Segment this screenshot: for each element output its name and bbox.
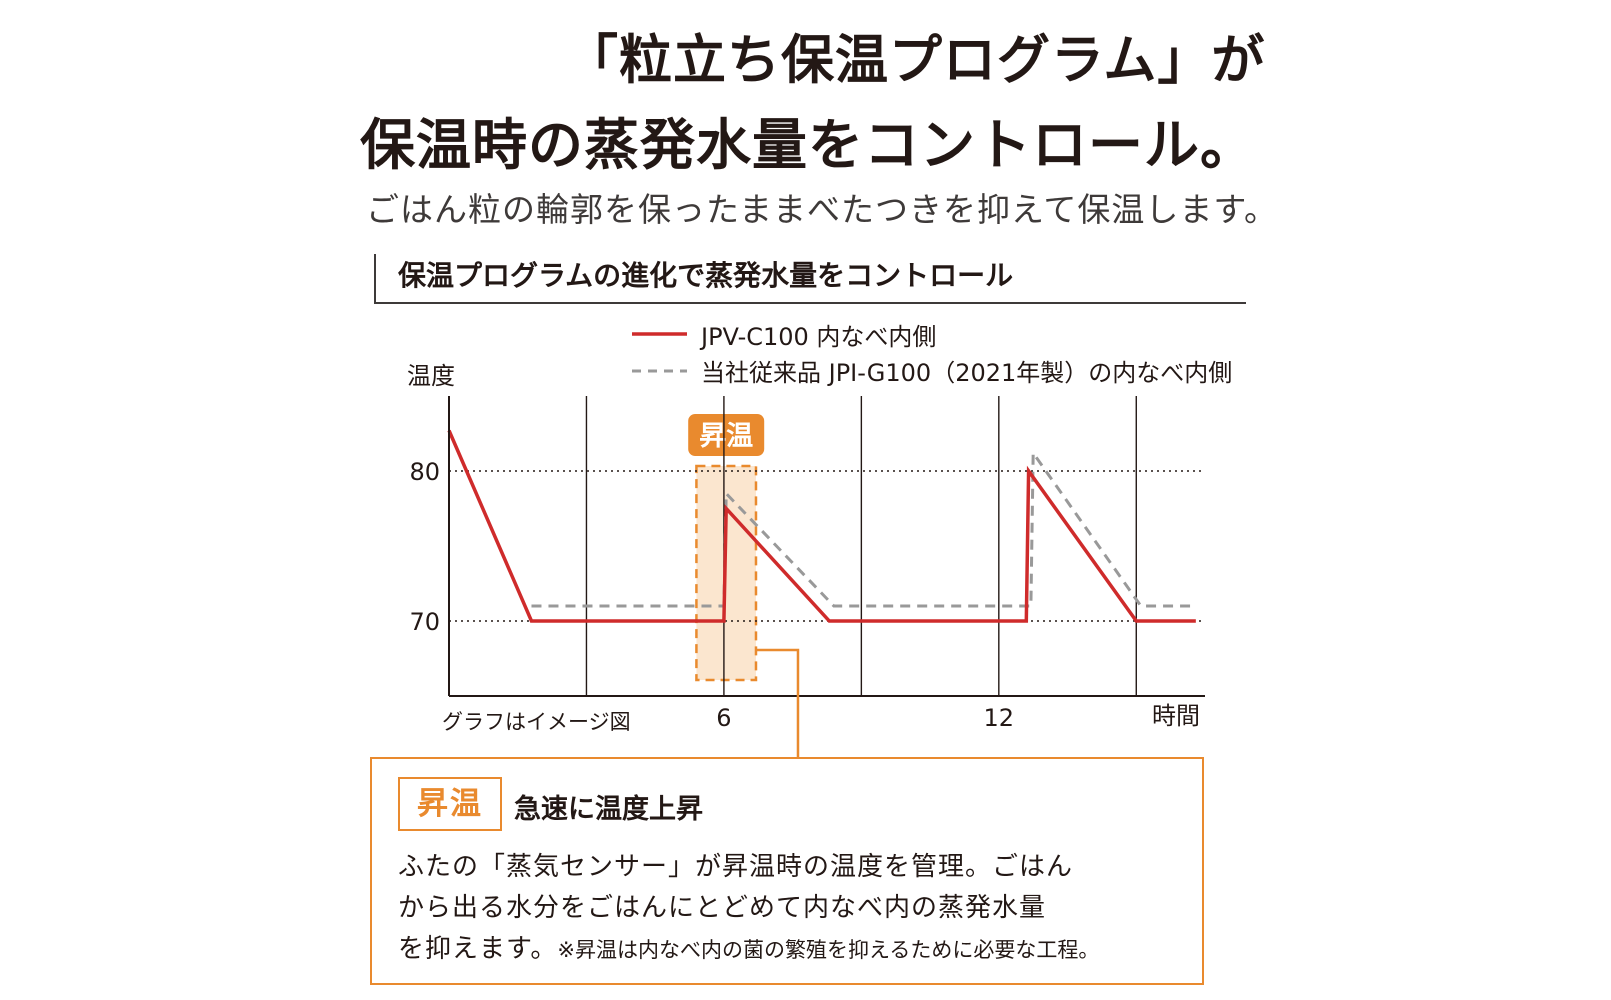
callout-note: ※昇温は内なべ内の菌の繁殖を抑えるために必要な工程。 xyxy=(557,938,1100,962)
headline-line-1: 「粒立ち保温プログラム」が xyxy=(565,29,1266,91)
x-axis-label: 時間 xyxy=(1152,702,1200,730)
callout-connector xyxy=(755,648,800,759)
axes: 70 80 6 12 xyxy=(409,396,1205,732)
y-axis-label: 温度 xyxy=(407,362,455,390)
series-line-jpv-c100 xyxy=(447,429,1196,623)
callout-badge: 昇温 xyxy=(398,777,502,831)
x-tick-label-12: 12 xyxy=(984,704,1015,732)
series-line-jpi-g100 xyxy=(531,448,1196,608)
headline-line-2: 保温時の蒸発水量をコントロール。 xyxy=(360,112,1257,177)
callout-body-line-1: ふたの「蒸気センサー」が昇温時の温度を管理。ごはん xyxy=(398,852,1074,882)
callout-body-line-3: を抑えます。 xyxy=(398,934,558,964)
section-heading-text: 保温プログラムの進化で蒸発水量をコントロール xyxy=(398,259,1014,292)
callout-body: ふたの「蒸気センサー」が昇温時の温度を管理。ごはん から出る水分をごはんにとどめ… xyxy=(398,847,1198,971)
x-tick-label-6: 6 xyxy=(716,704,731,732)
chart-note: グラフはイメージ図 xyxy=(442,710,631,734)
heating-highlight-badge: 昇温 xyxy=(688,414,765,456)
heating-badge-bg xyxy=(688,414,765,456)
series xyxy=(447,429,1196,623)
section-heading: 保温プログラムの進化で蒸発水量をコントロール xyxy=(374,254,1246,304)
callout-box: 昇温 急速に温度上昇 ふたの「蒸気センサー」が昇温時の温度を管理。ごはん から出… xyxy=(370,757,1204,985)
y-tick-label-80: 80 xyxy=(409,458,440,486)
grid xyxy=(449,396,1205,696)
legend-label-jpi: 当社従来品 JPI-G100（2021年製）の内なべ内側 xyxy=(701,359,1232,387)
callout-body-line-3-wrap: を抑えます。※昇温は内なべ内の菌の繁殖を抑えるために必要な工程。 xyxy=(398,929,1198,971)
subheadline: ごはん粒の輪郭を保ったままべたつきを抑えて保温します。 xyxy=(366,190,1279,229)
heating-badge-label: 昇温 xyxy=(699,421,753,452)
legend: JPV-C100 内なべ内側 当社従来品 JPI-G100（2021年製）の内な… xyxy=(632,323,1232,387)
callout-title: 急速に温度上昇 xyxy=(514,794,703,825)
y-tick-label-70: 70 xyxy=(409,608,440,636)
legend-label-jpv: JPV-C100 内なべ内側 xyxy=(699,323,936,351)
callout-body-line-2: から出る水分をごはんにとどめて内なべ内の蒸発水量 xyxy=(398,893,1047,923)
